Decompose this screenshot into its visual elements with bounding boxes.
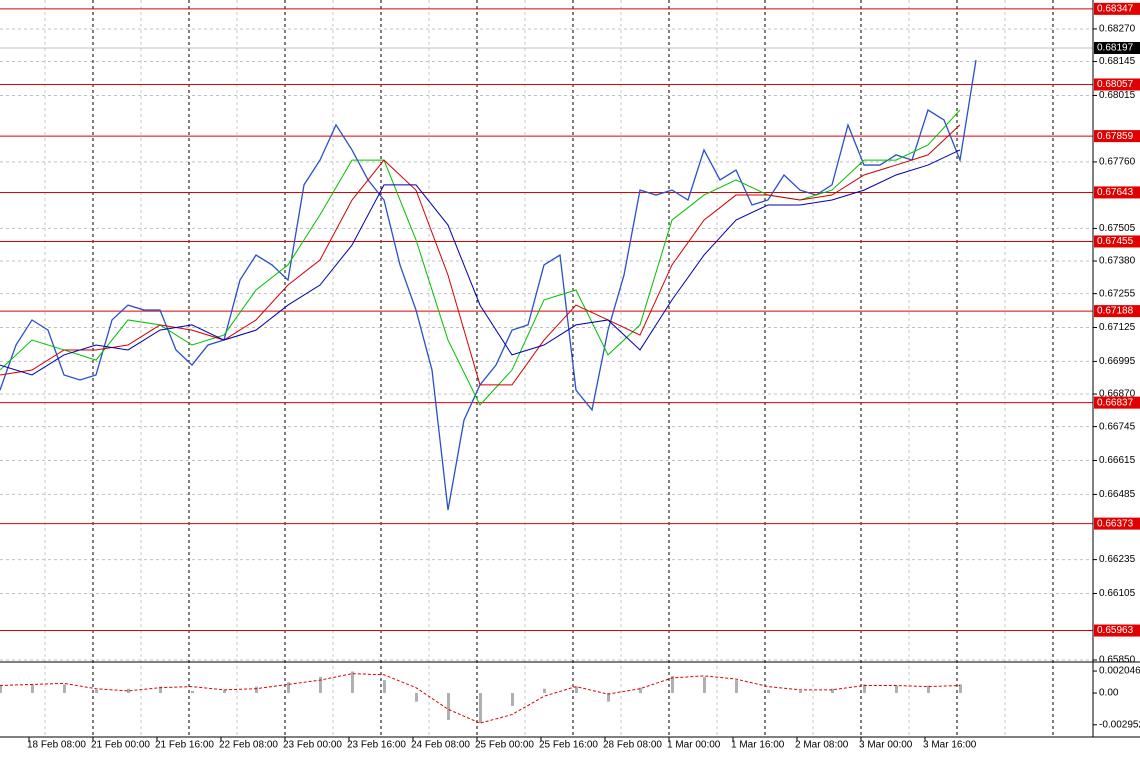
y-tick-label: 0.67125: [1099, 322, 1136, 333]
x-tick-label: 23 Feb 16:00: [347, 740, 406, 751]
level-label: 0.65963: [1097, 625, 1134, 636]
x-tick-label: 1 Mar 00:00: [667, 740, 721, 751]
level-label-box: [1094, 2, 1140, 15]
osc-bar: [511, 693, 514, 706]
level-label-box: [1094, 186, 1140, 199]
osc-bar: [0, 685, 2, 694]
x-tick-label: 1 Mar 16:00: [731, 740, 785, 751]
x-tick-label: 2 Mar 08:00: [795, 740, 849, 751]
x-tick-label: 18 Feb 08:00: [27, 740, 86, 751]
osc-bar: [31, 684, 34, 694]
osc-bar: [607, 693, 610, 702]
osc-bar: [127, 688, 130, 694]
osc-bar: [415, 693, 418, 702]
moving-average: [0, 124, 961, 386]
osc-bar: [799, 690, 802, 694]
level-label: 0.66373: [1097, 518, 1134, 529]
osc-bar: [735, 680, 738, 694]
osc-bar: [287, 682, 290, 694]
x-tick-label: 25 Feb 16:00: [539, 740, 598, 751]
x-tick-label: 22 Feb 08:00: [219, 740, 278, 751]
y-tick-label: 0.66615: [1099, 455, 1136, 466]
osc-bar: [703, 676, 706, 694]
y-tick-label: 0.66745: [1099, 421, 1136, 432]
osc-bar: [543, 688, 546, 694]
y-tick-label: 0.68270: [1099, 24, 1136, 35]
osc-bar: [671, 675, 674, 694]
osc-tick-label: 0.00: [1099, 688, 1119, 699]
y-tick-label: 0.66105: [1099, 588, 1136, 599]
level-label-box: [1094, 130, 1140, 143]
osc-bar: [63, 684, 66, 694]
level-label: 0.67188: [1097, 306, 1134, 317]
x-tick-label: 3 Mar 16:00: [923, 740, 977, 751]
osc-bar: [383, 680, 386, 694]
osc-bar: [223, 689, 226, 694]
current-price-label: 0.68197: [1097, 43, 1134, 54]
osc-bar: [767, 689, 770, 694]
current-price-box: [1094, 41, 1140, 54]
y-tick-label: 0.66485: [1099, 489, 1136, 500]
osc-bar: [479, 693, 482, 724]
osc-bar: [351, 671, 354, 694]
y-tick-label: 0.66235: [1099, 554, 1136, 565]
y-tick-label: 0.66995: [1099, 356, 1136, 367]
level-label: 0.68057: [1097, 79, 1134, 90]
osc-bar: [831, 688, 834, 694]
level-label-box: [1094, 517, 1140, 530]
level-label: 0.66837: [1097, 397, 1134, 408]
osc-bar: [191, 690, 194, 694]
osc-bar: [895, 685, 898, 694]
y-tick-label: 0.68145: [1099, 56, 1136, 67]
level-label-box: [1094, 235, 1140, 248]
x-tick-label: 24 Feb 08:00: [411, 740, 470, 751]
level-label: 0.67455: [1097, 236, 1134, 247]
level-label-box: [1094, 624, 1140, 637]
x-tick-label: 25 Feb 00:00: [475, 740, 534, 751]
osc-bar: [95, 689, 98, 694]
y-tick-label: 0.65850: [1099, 655, 1136, 666]
osc-bar: [447, 693, 450, 720]
osc-bar: [319, 676, 322, 694]
osc-signal: [0, 673, 961, 724]
y-tick-label: 0.67505: [1099, 223, 1136, 234]
y-tick-label: 0.68015: [1099, 90, 1136, 101]
level-label: 0.68347: [1097, 4, 1134, 15]
osc-tick-label: -0.002952: [1099, 719, 1140, 730]
osc-bar: [159, 686, 162, 694]
price-line: [0, 59, 977, 511]
osc-bar: [863, 684, 866, 694]
osc-bar: [927, 685, 930, 694]
level-label-box: [1094, 396, 1140, 409]
y-tick-label: 0.67380: [1099, 256, 1136, 267]
osc-bar: [255, 686, 258, 694]
level-label: 0.67643: [1097, 187, 1134, 198]
moving-average: [0, 149, 961, 376]
osc-bar: [959, 684, 962, 694]
osc-tick-label: 0.002046: [1099, 666, 1140, 677]
x-tick-label: 23 Feb 00:00: [283, 740, 342, 751]
x-tick-label: 3 Mar 00:00: [859, 740, 913, 751]
level-label-box: [1094, 78, 1140, 91]
x-tick-label: 21 Feb 00:00: [91, 740, 150, 751]
x-tick-label: 21 Feb 16:00: [155, 740, 214, 751]
osc-bar: [575, 686, 578, 694]
y-tick-label: 0.66870: [1099, 389, 1136, 400]
y-tick-label: 0.67760: [1099, 157, 1136, 168]
level-label-box: [1094, 305, 1140, 318]
y-tick-label: 0.67255: [1099, 288, 1136, 299]
x-tick-label: 28 Feb 08:00: [603, 740, 662, 751]
osc-bar: [639, 687, 642, 694]
level-label: 0.67859: [1097, 131, 1134, 142]
